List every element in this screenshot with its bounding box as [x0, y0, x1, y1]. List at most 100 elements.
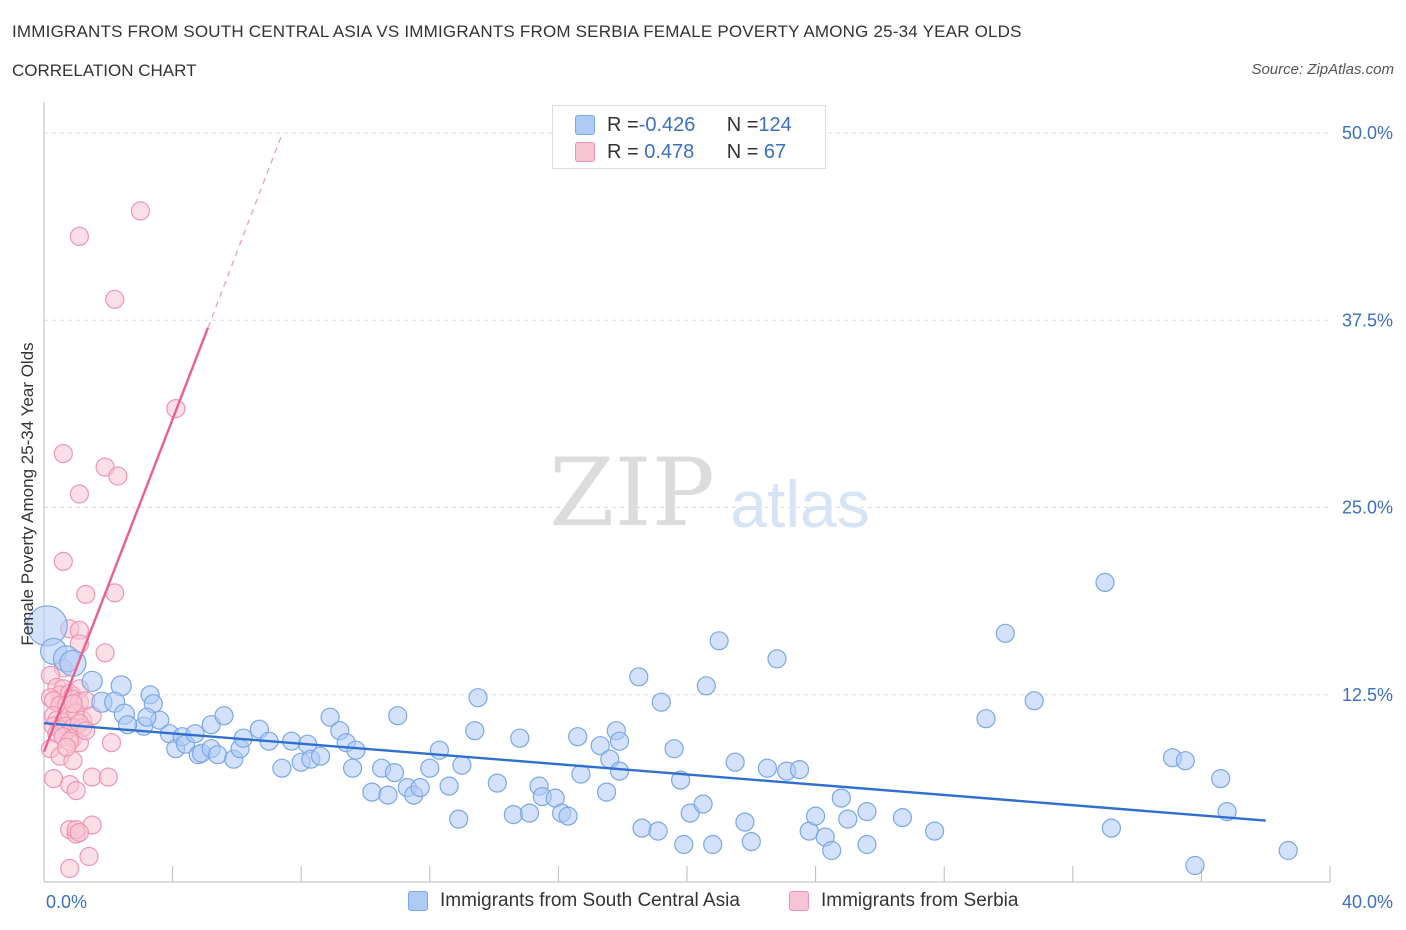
point-south-central-asia [571, 764, 591, 784]
point-serbia [53, 551, 73, 572]
point-south-central-asia [590, 736, 610, 756]
point-south-central-asia [510, 728, 530, 748]
chart-subtitle: CORRELATION CHART [12, 61, 197, 80]
point-south-central-asia [648, 821, 668, 841]
trend-line-serbia [42, 327, 210, 753]
point-south-central-asia [208, 745, 228, 765]
watermark: ZIP atlas [549, 439, 870, 548]
point-south-central-asia [838, 809, 858, 829]
point-south-central-asia [651, 692, 671, 712]
series-south-central-asia-points [26, 572, 1298, 876]
point-south-central-asia [214, 706, 234, 726]
point-serbia [69, 484, 90, 504]
point-south-central-asia [439, 776, 459, 796]
point-south-central-asia [1175, 751, 1195, 771]
point-serbia [130, 201, 150, 221]
legend-n-value: 67 [758, 140, 787, 163]
legend-n-label: N = [726, 113, 759, 136]
point-south-central-asia [822, 840, 842, 861]
source-credit: Source: ZipAtlas.com [1251, 61, 1394, 78]
point-south-central-asia [388, 706, 408, 726]
point-south-central-asia [976, 709, 996, 729]
point-serbia [66, 780, 86, 801]
point-south-central-asia [735, 812, 755, 832]
legend-n-label: N = [726, 140, 759, 163]
point-south-central-asia [767, 649, 787, 669]
point-south-central-asia [449, 809, 469, 829]
point-south-central-asia [709, 631, 729, 651]
point-south-central-asia [629, 667, 649, 687]
point-serbia [82, 767, 102, 787]
point-serbia [63, 694, 83, 714]
point-south-central-asia [282, 731, 302, 751]
point-south-central-asia [1278, 840, 1298, 861]
point-south-central-asia [519, 803, 540, 823]
point-south-central-asia [429, 740, 449, 760]
trend-lines [42, 134, 1266, 822]
series-legend-label: Immigrants from South Central Asia [440, 890, 740, 911]
point-south-central-asia [609, 761, 630, 781]
point-south-central-asia [857, 834, 877, 855]
point-south-central-asia [1211, 768, 1231, 789]
point-south-central-asia [693, 794, 713, 814]
series-serbia-points [40, 201, 186, 879]
chart-title: IMMIGRANTS FROM SOUTH CENTRAL ASIA VS IM… [12, 22, 1022, 41]
point-south-central-asia [924, 821, 945, 841]
x-tick-label: 40.0% [1342, 892, 1393, 912]
x-tick-label: 0.0% [46, 892, 87, 912]
point-south-central-asia [1101, 818, 1122, 838]
point-south-central-asia [674, 834, 694, 855]
series-legend-swatch-pink [789, 891, 809, 911]
series-legend-label: Immigrants from Serbia [821, 890, 1019, 911]
point-serbia [95, 643, 115, 663]
legend-r-value: 0.478 [638, 140, 695, 163]
point-serbia [98, 767, 118, 787]
y-tick-label: 50.0% [1342, 123, 1393, 143]
point-south-central-asia [789, 759, 810, 780]
point-south-central-asia [892, 807, 913, 828]
point-south-central-asia [857, 801, 877, 822]
point-serbia [56, 737, 77, 757]
grid-lines [44, 132, 1330, 696]
point-serbia [101, 733, 122, 753]
legend-r-label: R = [607, 140, 639, 163]
point-south-central-asia [725, 752, 745, 772]
point-serbia [79, 846, 99, 867]
point-south-central-asia [805, 806, 826, 826]
y-tick-label: 12.5% [1342, 685, 1393, 705]
point-south-central-asia [831, 788, 851, 808]
point-south-central-asia [343, 758, 363, 778]
point-south-central-asia [703, 834, 723, 855]
point-serbia [43, 768, 64, 789]
point-serbia [108, 466, 128, 486]
point-south-central-asia [995, 623, 1015, 643]
y-axis-label: Female Poverty Among 25-34 Year Olds [18, 342, 37, 646]
series-legend-item-south-central-asia: Immigrants from South Central Asia [408, 890, 740, 912]
y-tick-label: 37.5% [1342, 310, 1393, 330]
point-south-central-asia [670, 770, 691, 790]
legend-n-value: 124 [758, 113, 792, 136]
point-south-central-asia [1185, 855, 1205, 876]
point-south-central-asia [568, 727, 588, 747]
point-south-central-asia [410, 777, 430, 798]
point-serbia [60, 858, 80, 879]
point-south-central-asia [468, 688, 488, 708]
series-legend-item-serbia: Immigrants from Serbia [789, 890, 1018, 912]
point-south-central-asia [741, 831, 761, 852]
trend-line-serbia-extension [207, 134, 283, 328]
axes [43, 102, 1331, 883]
point-south-central-asia [664, 739, 684, 759]
point-serbia [76, 721, 96, 741]
series-legend-swatch-blue [408, 891, 428, 911]
point-south-central-asia [558, 806, 578, 826]
point-south-central-asia [503, 804, 524, 825]
series-legend: Immigrants from South Central Asia Immig… [0, 890, 1406, 916]
watermark-zip: ZIP [549, 439, 715, 548]
point-south-central-asia [596, 782, 617, 802]
point-serbia [76, 584, 96, 605]
point-south-central-asia [420, 758, 440, 778]
trend-line-south-central-asia [43, 722, 1266, 822]
point-serbia [105, 289, 125, 309]
correlation-legend: R = -0.426 N = 124 R = 0.478 N = 67 [552, 105, 826, 169]
